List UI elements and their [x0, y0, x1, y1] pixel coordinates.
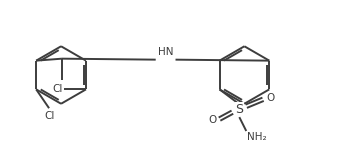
Text: O: O: [208, 115, 216, 125]
Text: Cl: Cl: [45, 111, 55, 121]
Text: Cl: Cl: [53, 84, 63, 94]
Text: S: S: [235, 103, 243, 116]
Text: HN: HN: [158, 47, 173, 57]
Text: NH₂: NH₂: [247, 132, 267, 142]
Text: O: O: [266, 93, 274, 103]
